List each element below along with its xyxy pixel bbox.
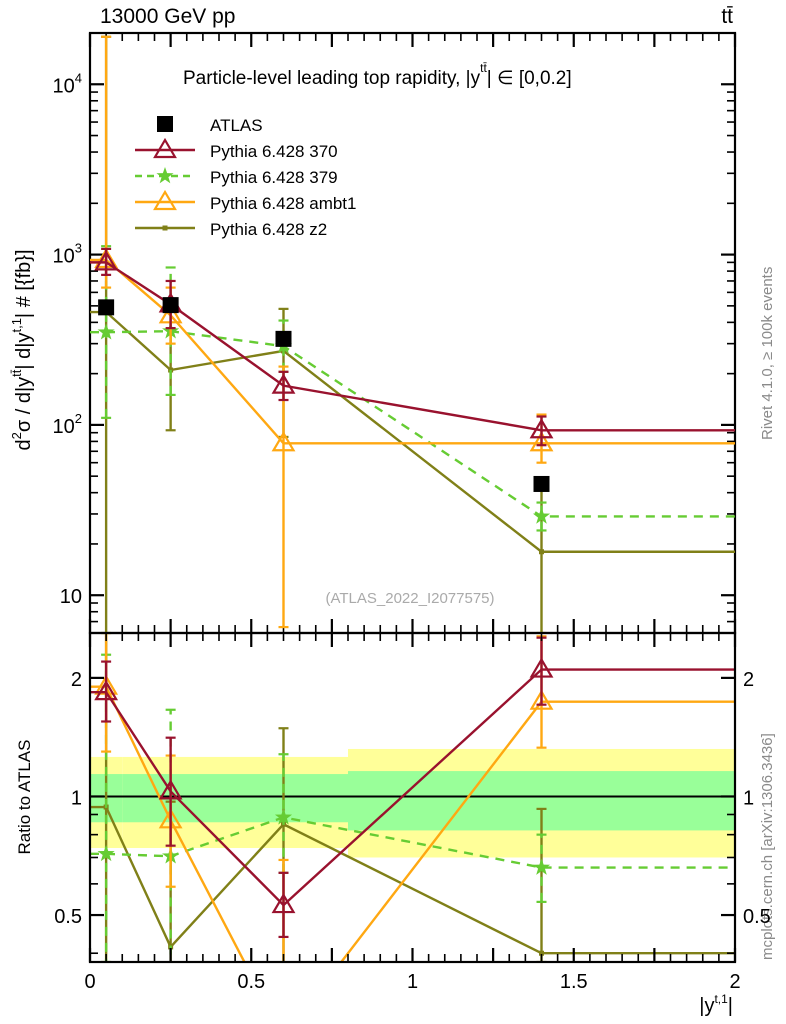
data-point-dot: [539, 549, 544, 555]
series-atlas: [98, 297, 550, 492]
svg-text:Particle-level leading top rap: Particle-level leading top rapidity, |yt…: [183, 61, 572, 89]
x-axis-tick-labels: 0 0.5 1 1.5 2: [84, 971, 740, 993]
legend: ATLAS Pythia 6.428 370 Pythia 6.428 379 Pyt…: [135, 116, 356, 239]
data-point-triangle: [271, 373, 296, 394]
ratio-y-ticks: 0.5 0.5 1 1 2 2: [54, 669, 771, 955]
series-line: [90, 261, 735, 432]
series-pythia-6-428-ambt1: [90, 35, 735, 629]
legend-label: Pythia 6.428 370: [210, 142, 338, 161]
legend-marker-triangle: [153, 137, 177, 159]
data-point-square: [162, 297, 179, 314]
analysis-watermark: (ATLAS_2022_I2077575): [325, 590, 494, 607]
ratio-y-axis-label: Ratio to ATLAS: [15, 740, 34, 855]
plot-title-tail: | ∈ [0,0.2]: [487, 68, 572, 89]
ratio-y-tick-label-right: 0.5: [743, 906, 771, 928]
mcplots-source-label: mcplots.cern.ch [arXiv:1306.3436]: [759, 733, 776, 960]
legend-label: Pythia 6.428 379: [210, 168, 338, 187]
main-y-tick-label: 104: [53, 70, 82, 97]
legend-label: Pythia 6.428 ambt1: [210, 194, 356, 213]
data-point-triangle: [271, 431, 296, 452]
data-point-triangle: [529, 689, 554, 710]
x-tick-label: 0: [84, 971, 95, 993]
main-y-tick-label: 103: [53, 241, 82, 268]
data-point-star: [532, 507, 551, 524]
x-tick-label: 1: [407, 971, 418, 993]
ratio-uncertainty-bands: [90, 748, 735, 858]
beam-energy-label: 13000 GeV pp: [100, 5, 235, 28]
legend-marker-triangle: [153, 189, 177, 211]
series-pythia-6-428-379: [90, 245, 735, 532]
x-tick-label: 2: [729, 971, 740, 993]
plot-title-sup: tt̄: [480, 61, 487, 75]
series-line: [90, 329, 735, 518]
data-point-square: [533, 475, 550, 492]
rivet-version-label: Rivet 4.1.0, ≥ 100k events: [759, 267, 776, 440]
main-panel: 10 102 103 104 Particle-level leading top r…: [9, 31, 737, 635]
data-point-triangle: [529, 431, 554, 452]
legend-item-pythia-6-428-370: Pythia 6.428 370: [135, 137, 338, 161]
ratio-y-tick-label: 1: [71, 787, 82, 809]
data-point-star: [97, 323, 115, 340]
data-point-star: [274, 808, 293, 825]
data-point-square: [275, 330, 292, 347]
ratio-panel: 0.5 0.5 1 1 2 2 Ratio to ATLAS: [15, 631, 771, 964]
series-pythia-6-428-370: [90, 247, 735, 447]
main-x-ticks: [88, 33, 737, 633]
ratio-y-tick-label-right: 2: [743, 669, 754, 691]
main-y-tick-label: 10: [60, 586, 82, 608]
data-point-dot: [539, 950, 544, 956]
data-point-star: [97, 844, 115, 862]
legend-label: ATLAS: [210, 116, 263, 135]
series-line: [90, 668, 735, 907]
legend-label: Pythia 6.428 z2: [210, 220, 327, 239]
legend-item-pythia-6-428-379: Pythia 6.428 379: [135, 167, 338, 187]
ratio-y-tick-label: 2: [71, 669, 82, 691]
main-data-series: [90, 35, 735, 633]
ratio-y-tick-label: 0.5: [54, 906, 82, 928]
data-point-triangle: [94, 250, 119, 271]
plot-title-main: Particle-level leading top rapidity, |y: [183, 68, 481, 89]
main-y-ticks: 10 102 103 104: [53, 32, 735, 634]
data-point-star: [532, 858, 551, 875]
plot-title: Particle-level leading top rapidity, |yt…: [183, 61, 572, 89]
ratio-x-ticks: [88, 633, 737, 962]
data-point-triangle: [94, 679, 119, 701]
x-axis-label: |yt,1|: [699, 992, 733, 1017]
legend-marker-square: [157, 116, 173, 132]
data-point-triangle: [529, 657, 554, 678]
legend-marker-dot: [162, 225, 168, 231]
ratio-y-tick-label-right: 1: [743, 787, 754, 809]
legend-item-pythia-6-428-ambt1: Pythia 6.428 ambt1: [135, 189, 356, 213]
x-tick-label: 1.5: [560, 971, 588, 993]
data-point-triangle: [158, 779, 183, 800]
legend-item-pythia-6-428-z2: Pythia 6.428 z2: [135, 220, 327, 239]
x-tick-label: 0.5: [237, 971, 265, 993]
process-label: tt̄: [721, 5, 733, 28]
ratio-series-pythia-6-428-370: [90, 636, 735, 939]
main-y-axis-label: d2σ / d|ytt̄| d|yt,1| # [{fb}]: [9, 249, 35, 450]
legend-item-atlas: ATLAS: [157, 116, 263, 135]
series-line: [90, 258, 735, 445]
main-y-tick-label: 102: [53, 411, 82, 438]
data-point-square: [98, 299, 115, 316]
legend-marker-star: [156, 167, 174, 184]
data-point-triangle: [529, 418, 554, 439]
data-point-triangle: [271, 892, 296, 914]
